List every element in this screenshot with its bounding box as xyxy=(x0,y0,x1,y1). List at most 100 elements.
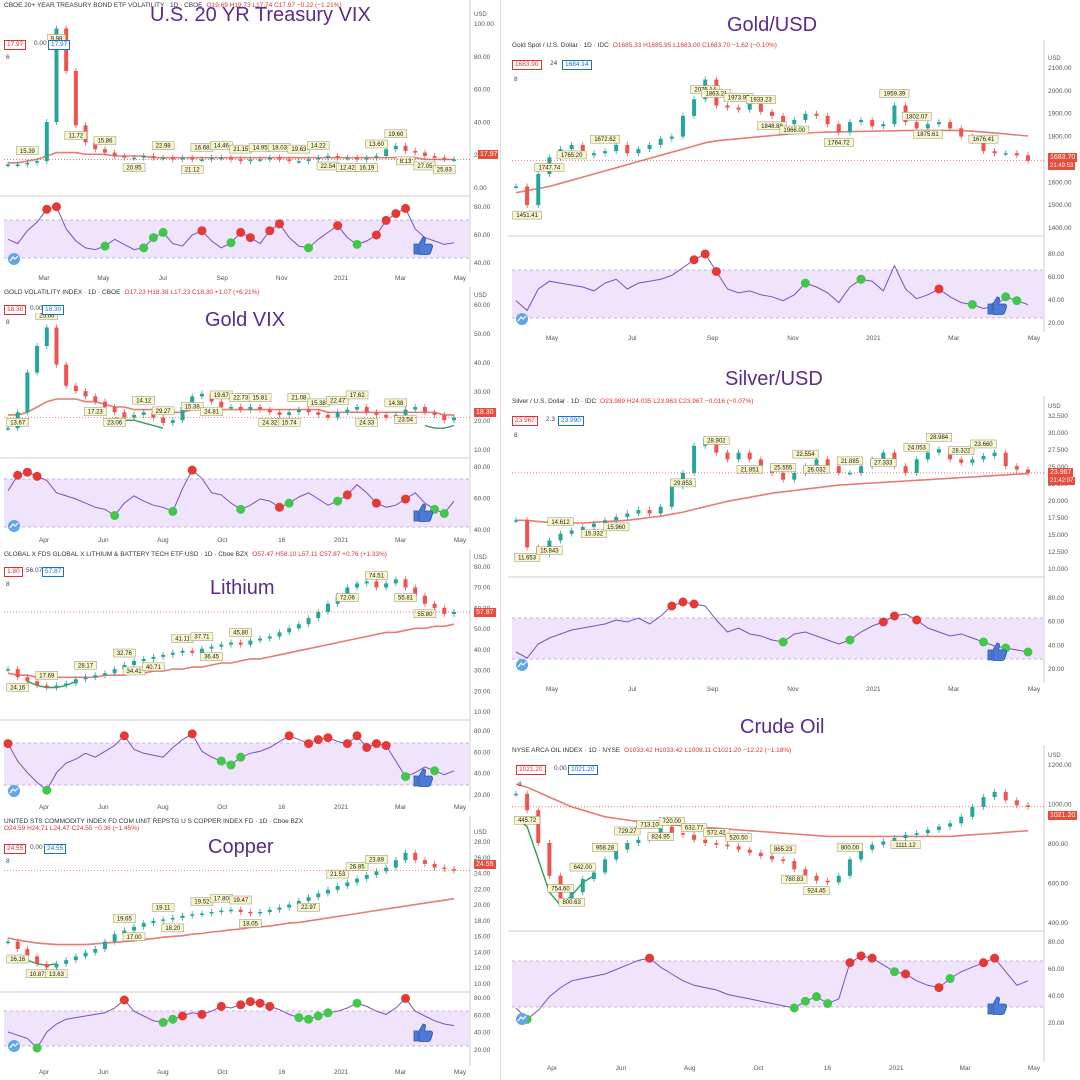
candle-body xyxy=(442,607,447,615)
candle-body xyxy=(151,156,156,158)
pivot-label: 29.853 xyxy=(674,481,693,487)
pivot-label-box xyxy=(122,163,146,172)
chart-cper[interactable]: USD 28.00 26.00 24.00 22.00 20.00 18.00 16.00 14… xyxy=(0,816,498,1080)
price-tick-label: 1800.00 xyxy=(1048,134,1072,141)
tradingview-logo-icon xyxy=(8,253,20,265)
candle-body xyxy=(25,677,30,682)
price-tick-label: 50.00 xyxy=(474,626,491,633)
candle-body xyxy=(277,632,282,637)
overbought-dot xyxy=(216,1001,226,1011)
buy-chip[interactable]: 18.30 xyxy=(42,305,65,315)
pivot-label: 924.45 xyxy=(807,889,826,895)
overbought-dot xyxy=(187,465,197,475)
candle-body xyxy=(452,159,456,161)
pivot-label-box xyxy=(74,661,97,670)
chart-gold[interactable]: USD2100.002000.001900.001800.001700.0016… xyxy=(508,40,1080,350)
pivot-label: 17.62 xyxy=(350,393,366,399)
tradingview-logo-icon xyxy=(8,520,20,532)
thumbs-up-shape xyxy=(987,642,1008,661)
candle-body xyxy=(1014,153,1019,156)
date-tick-label: 16 xyxy=(278,1069,286,1076)
chart-tvix[interactable]: USD100.0080.0060.0040.0020.000.0080.0060… xyxy=(0,0,498,285)
pivot-label: 1672.62 xyxy=(594,137,616,143)
candle-body xyxy=(803,113,808,121)
pivot-label: 14.612 xyxy=(551,520,570,526)
pivot-label-box xyxy=(132,396,155,405)
candle-body xyxy=(970,806,975,817)
candle-body xyxy=(180,915,185,918)
price-tick-label: 100.00 xyxy=(474,21,494,28)
indicator-count[interactable]: 8 xyxy=(514,432,518,439)
pivot-label-box xyxy=(779,125,810,135)
candle-body xyxy=(625,843,630,850)
candle-body xyxy=(54,685,59,688)
pivot-label-box xyxy=(200,407,223,416)
rsi-tick-label: 40.00 xyxy=(1048,642,1065,649)
overbought-dot xyxy=(878,617,888,627)
candle-body xyxy=(248,912,253,914)
pivot-label-box xyxy=(181,165,204,174)
candle-body xyxy=(747,101,752,110)
pivot-label: 21.851 xyxy=(741,467,760,473)
date-tick-label: Jul xyxy=(159,275,168,282)
chart-oil[interactable]: USD1200.001000.00800.00600.00400.0080.00… xyxy=(508,745,1080,1080)
pivot-label-box xyxy=(151,141,175,150)
price-tick-label: 30.000 xyxy=(1048,430,1068,437)
indicator-count[interactable]: 8 xyxy=(514,76,518,83)
overbought-dot xyxy=(313,735,323,745)
candle-body xyxy=(374,412,379,415)
sell-chip[interactable]: 1021.20 xyxy=(516,765,546,775)
buy-chip[interactable]: 24.55 xyxy=(44,844,67,854)
buy-chip[interactable]: 57.87 xyxy=(42,567,65,577)
candle-body xyxy=(591,523,596,528)
sell-chip[interactable]: 23.967 xyxy=(512,416,538,426)
candle-body xyxy=(355,157,360,160)
chart-silver[interactable]: USD32.50030.00027.50025.00022.50020.0001… xyxy=(508,396,1080,701)
candle-body xyxy=(992,151,997,154)
date-tick-label: May xyxy=(454,804,467,811)
chart-lit[interactable]: USD 80.00 70.00 60.00 50.00 40.00 30.00 20.00 10… xyxy=(0,549,498,814)
candle-body xyxy=(73,71,78,126)
sell-chip[interactable]: 17.97 xyxy=(4,40,27,50)
symbol-name: Gold Spot / U.S. Dollar · 1D · IDC xyxy=(512,42,609,49)
pivot-label-box xyxy=(558,897,585,907)
buy-chip[interactable]: 1684.14 xyxy=(562,60,592,70)
sell-chip[interactable]: 18.30 xyxy=(4,305,27,315)
pivot-label-box xyxy=(6,683,29,692)
indicator-count[interactable]: 8 xyxy=(6,581,10,588)
candle-body xyxy=(238,909,243,912)
price-tick-label: 20.00 xyxy=(474,418,491,425)
candle-body xyxy=(669,136,674,139)
buy-chip[interactable]: 17.97 xyxy=(48,40,71,50)
candle-body xyxy=(73,956,78,961)
pivot-label: 24.81 xyxy=(204,410,220,416)
pivot-label-box xyxy=(879,89,910,98)
candle-body xyxy=(525,520,530,548)
candle-body xyxy=(736,452,741,460)
candle-body xyxy=(287,412,292,415)
candle-body xyxy=(219,401,224,407)
chart-gvz[interactable]: USD60.0050.0040.0030.0020.0010.0080.0060… xyxy=(0,287,498,547)
candle-body xyxy=(981,455,986,460)
pivot-label: 19.11 xyxy=(156,905,171,911)
candle-body xyxy=(393,579,398,584)
indicator-count[interactable]: 8 xyxy=(6,858,10,865)
indicator-count[interactable]: 8 xyxy=(518,781,522,788)
buy-chip[interactable]: 1021.20 xyxy=(568,765,598,775)
sell-chip[interactable]: 1.80 xyxy=(4,567,23,577)
sell-chip[interactable]: 24.55 xyxy=(4,844,27,854)
buy-chip[interactable]: 23.990 xyxy=(558,416,584,426)
indicator-count[interactable]: 8 xyxy=(6,319,10,326)
price-tick-label: 400.00 xyxy=(1048,920,1068,927)
candle-body xyxy=(881,124,886,127)
rsi-line xyxy=(515,253,1029,312)
indicator-count[interactable]: 6 xyxy=(6,54,10,61)
rsi-tick-label: 60.00 xyxy=(474,496,491,503)
pivot-label: 1111.12 xyxy=(895,843,916,849)
logo-circle xyxy=(516,659,528,671)
candle-body xyxy=(112,669,117,674)
sell-chip[interactable]: 1683.90 xyxy=(512,60,542,70)
date-tick-label: May xyxy=(1028,686,1041,693)
price-tick-label: 1200.00 xyxy=(1048,762,1072,769)
moving-average-line xyxy=(516,472,1029,524)
